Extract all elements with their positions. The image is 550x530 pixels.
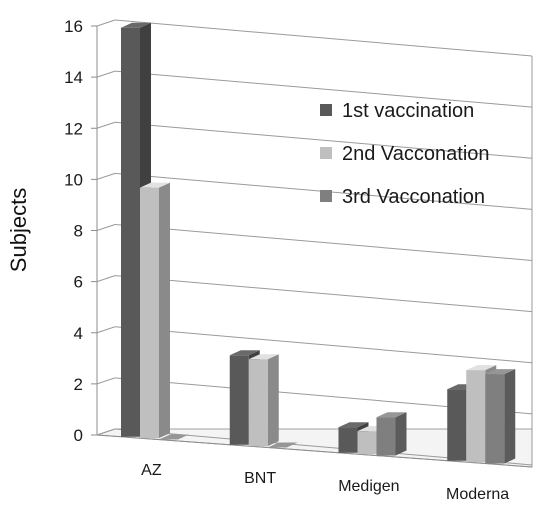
- y-tick-label: 14: [64, 68, 83, 87]
- y-axis-title: Subjects: [6, 188, 31, 272]
- bar-front-face: [229, 355, 249, 445]
- gridline-depth: [96, 275, 116, 283]
- y-tick-label: 4: [74, 324, 83, 343]
- bar-front-face: [376, 417, 396, 456]
- bar-top-face: [121, 22, 151, 28]
- bar-side-face: [267, 354, 279, 447]
- legend-label: 3rd Vacconation: [342, 186, 485, 208]
- y-tick-label: 6: [74, 273, 83, 292]
- bar-front-face: [121, 27, 140, 437]
- gridline: [114, 70, 533, 108]
- y-tick-label: 8: [74, 222, 83, 241]
- gridline-depth: [96, 19, 116, 27]
- x-category-label: Medigen: [338, 478, 399, 495]
- bar-side-face: [159, 182, 170, 439]
- bar-front-face: [357, 431, 377, 455]
- gridline-depth: [96, 224, 116, 231]
- bar-front-face: [466, 370, 486, 463]
- gridline-depth: [96, 70, 116, 78]
- legend-label: 2nd Vacconation: [342, 143, 490, 165]
- bar-front-face: [248, 359, 268, 447]
- bar-front-face: [140, 187, 159, 439]
- bar-top-face: [248, 354, 279, 360]
- gridline-depth: [96, 428, 116, 436]
- gridline-depth: [96, 377, 116, 385]
- bar-top-face: [140, 182, 170, 188]
- y-tick-label: 10: [64, 170, 83, 189]
- bar-front-face: [338, 427, 358, 453]
- gridline-depth: [96, 326, 116, 334]
- gridline: [114, 326, 533, 364]
- bar-top-face: [229, 350, 260, 356]
- x-axis-categories: AZ BNT Medigen Moderna: [141, 462, 509, 503]
- y-axis-ticks: 0 2 4 6 8 10 12 14 16: [64, 17, 97, 445]
- bar-front-face: [485, 374, 505, 464]
- legend: 1st vaccination 2nd Vacconation 3rd Vaccon…: [320, 100, 490, 208]
- bar: [376, 412, 407, 456]
- chart-walls: [96, 26, 533, 468]
- bar-top-face: [466, 365, 497, 371]
- x-category-label: BNT: [244, 470, 276, 487]
- bar-side-face: [504, 369, 516, 464]
- bar: [140, 182, 170, 439]
- legend-swatch: [320, 147, 332, 159]
- gridline-depth: [96, 172, 116, 180]
- y-tick-label: 0: [74, 426, 83, 445]
- bar: [485, 369, 516, 464]
- y-tick-label: 2: [74, 375, 83, 394]
- bar-top-face: [159, 434, 189, 440]
- legend-swatch: [320, 104, 332, 116]
- bar-top-face: [267, 442, 298, 448]
- bars: [121, 22, 516, 464]
- x-category-label: Moderna: [446, 486, 509, 503]
- x-category-label: AZ: [141, 462, 162, 479]
- bar-top-face: [338, 422, 369, 428]
- bar-top-face: [485, 369, 516, 375]
- legend-swatch: [320, 190, 332, 202]
- gridline: [114, 275, 533, 313]
- legend-label: 1st vaccination: [342, 100, 474, 122]
- gridline-depth: [96, 121, 116, 129]
- bar: [159, 434, 189, 440]
- bar: [248, 354, 279, 447]
- y-tick-label: 12: [64, 119, 83, 138]
- bar-side-face: [395, 412, 407, 456]
- y-tick-label: 16: [64, 17, 83, 36]
- x-axis-line: [96, 434, 533, 468]
- gridline: [114, 121, 533, 159]
- gridline: [114, 224, 533, 261]
- bar-front-face: [447, 389, 467, 461]
- gridline: [114, 19, 533, 57]
- bar-top-face: [376, 412, 407, 418]
- bar: [267, 442, 298, 448]
